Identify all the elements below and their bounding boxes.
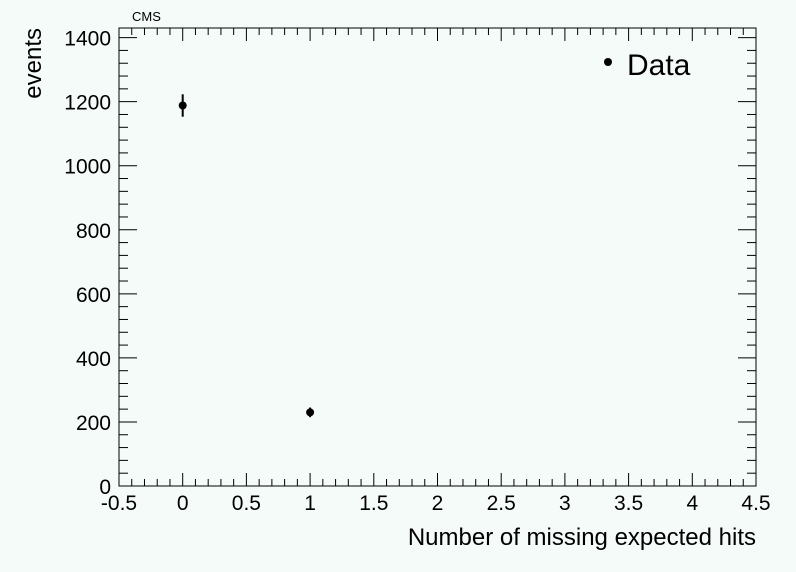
- x-tick-label: 1: [304, 492, 316, 515]
- x-tick-label: 4: [686, 492, 698, 515]
- cms-label: CMS: [132, 9, 161, 24]
- y-tick-label: 200: [76, 412, 111, 435]
- y-tick-label: 800: [76, 220, 111, 243]
- y-tick-label: 400: [76, 348, 111, 371]
- x-tick-label: 3.5: [614, 492, 643, 515]
- data-point: [306, 408, 315, 417]
- tick-labels: -0.5 0 0.5 1 1.5 2 2.5 3 3.5 4 4.50200400600800100…: [64, 28, 770, 515]
- axis-ticks: [118, 28, 757, 487]
- x-tick-label: 0: [177, 492, 189, 515]
- y-tick-label: 1400: [64, 28, 111, 51]
- x-tick-label: 4.5: [741, 492, 770, 515]
- x-tick-label: -0.5: [101, 492, 137, 515]
- x-tick-label: 2.5: [487, 492, 516, 515]
- x-tick-label: 1.5: [359, 492, 388, 515]
- y-tick-label: 1000: [64, 156, 111, 179]
- x-axis-title: Number of missing expected hits: [408, 524, 756, 551]
- data-point: [178, 101, 187, 110]
- x-tick-label: 3: [559, 492, 571, 515]
- y-tick-label: 600: [76, 284, 111, 307]
- y-axis-title: events: [20, 28, 47, 99]
- y-tick-label: 0: [99, 476, 111, 499]
- plot-frame: [118, 27, 757, 487]
- x-tick-label: 0.5: [232, 492, 261, 515]
- legend-marker: [604, 58, 612, 66]
- y-tick-label: 1200: [64, 92, 111, 115]
- data-marks: [178, 94, 315, 418]
- legend-label-data: Data: [627, 49, 691, 82]
- x-tick-label: 2: [432, 492, 444, 515]
- legend: Data: [604, 49, 691, 82]
